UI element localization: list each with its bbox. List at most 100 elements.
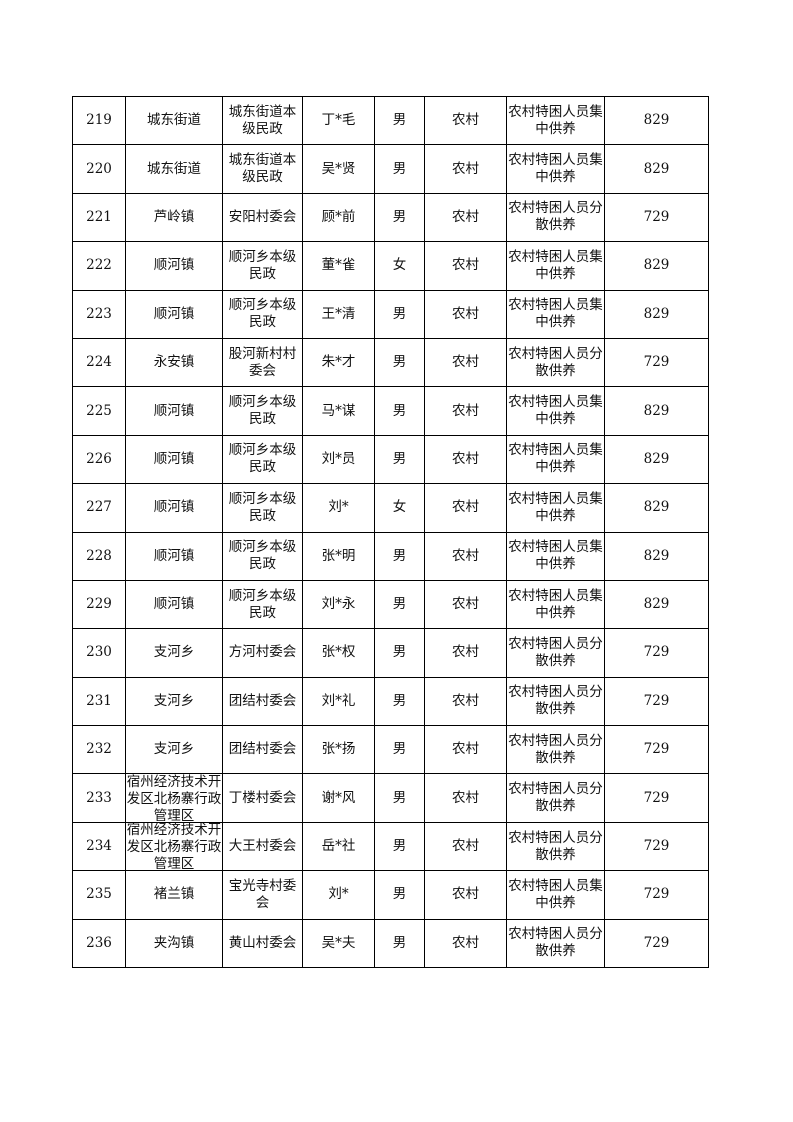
cell-area: 农村 bbox=[424, 95, 507, 146]
cell-amount: 829 bbox=[604, 531, 709, 581]
gender-text: 男 bbox=[392, 838, 407, 855]
unit-text: 顺河乡本级民政 bbox=[228, 297, 297, 331]
relief-recipients-table: 219 城东街道 城东街道本级民政 丁*毛男农村 农村特困人员集中供养 829 220 城东街… bbox=[72, 95, 709, 969]
cell-category: 农村特困人员集中供养 bbox=[506, 579, 605, 630]
area-text: 农村 bbox=[452, 208, 479, 225]
cell-unit: 顺河乡本级民政 bbox=[222, 579, 303, 630]
cell-no: 228 bbox=[72, 531, 126, 581]
gender-text: 男 bbox=[392, 354, 407, 371]
township-text: 夹沟镇 bbox=[153, 934, 195, 951]
cell-area: 农村 bbox=[424, 579, 507, 630]
cell-gender: 男 bbox=[374, 918, 425, 969]
name-text: 刘* bbox=[328, 886, 349, 903]
no-text: 228 bbox=[86, 547, 112, 564]
unit-text: 丁楼村委会 bbox=[228, 789, 297, 806]
cell-area: 农村 bbox=[424, 628, 507, 678]
area-text: 农村 bbox=[452, 402, 479, 419]
name-text: 张*扬 bbox=[321, 741, 356, 758]
cell-area: 农村 bbox=[424, 289, 507, 339]
cell-unit: 顺河乡本级民政 bbox=[222, 434, 303, 485]
unit-text: 顺河乡本级民政 bbox=[228, 587, 297, 621]
cell-township: 顺河镇 bbox=[125, 579, 223, 630]
no-text: 219 bbox=[86, 112, 112, 129]
cell-gender: 男 bbox=[374, 144, 425, 194]
gender-text: 男 bbox=[392, 692, 407, 709]
cell-township: 城东街道 bbox=[125, 95, 223, 146]
category-text: 农村特困人员集中供养 bbox=[508, 877, 603, 911]
gender-text: 男 bbox=[392, 112, 407, 129]
cell-amount: 829 bbox=[604, 241, 709, 291]
amount-text: 829 bbox=[643, 596, 670, 613]
amount-text: 829 bbox=[643, 257, 670, 274]
cell-amount: 829 bbox=[604, 144, 709, 194]
category-text: 农村特困人员集中供养 bbox=[508, 490, 603, 524]
cell-category: 农村特困人员集中供养 bbox=[506, 434, 605, 485]
cell-name: 张*扬 bbox=[302, 725, 375, 775]
table-row: 219 城东街道 城东街道本级民政 丁*毛 男 农村 农村特困人员集中供养 829 bbox=[72, 95, 709, 146]
cell-category: 农村特困人员分散供养 bbox=[506, 821, 605, 872]
unit-text: 顺河乡本级民政 bbox=[228, 490, 297, 524]
cell-area: 农村 bbox=[424, 821, 507, 872]
table-row: 233 宿州经济技术开发区北杨寨行政管理区 丁楼村委会 谢*风 男 农村 农村特困人员分散供… bbox=[72, 773, 709, 823]
cell-category: 农村特困人员分散供养 bbox=[506, 725, 605, 775]
area-text: 农村 bbox=[452, 450, 479, 467]
area-text: 农村 bbox=[452, 789, 479, 806]
cell-gender: 女 bbox=[374, 241, 425, 291]
cell-category: 农村特困人员集中供养 bbox=[506, 531, 605, 581]
cell-name: 张*权 bbox=[302, 628, 375, 678]
cell-amount: 729 bbox=[604, 337, 709, 388]
cell-area: 农村 bbox=[424, 483, 507, 533]
area-text: 农村 bbox=[452, 305, 479, 322]
unit-text: 股河新村村委会 bbox=[228, 345, 297, 379]
amount-text: 729 bbox=[643, 354, 670, 371]
no-text: 224 bbox=[86, 354, 112, 371]
cell-gender: 女 bbox=[374, 483, 425, 533]
gender-text: 男 bbox=[392, 934, 407, 951]
township-text: 顺河镇 bbox=[153, 305, 195, 322]
amount-text: 729 bbox=[643, 789, 670, 806]
cell-unit: 股河新村村委会 bbox=[222, 337, 303, 388]
area-text: 农村 bbox=[452, 644, 479, 661]
cell-name: 刘*永 bbox=[302, 579, 375, 630]
category-text: 农村特困人员集中供养 bbox=[508, 587, 603, 621]
cell-township: 顺河镇 bbox=[125, 289, 223, 339]
unit-text: 顺河乡本级民政 bbox=[228, 248, 297, 282]
table-row: 221 芦岭镇 安阳村委会 顾*前 男 农村 农村特困人员分散供养 729 bbox=[72, 192, 709, 243]
cell-name: 吴*贤 bbox=[302, 144, 375, 194]
category-text: 农村特困人员集中供养 bbox=[508, 248, 603, 282]
cell-area: 农村 bbox=[424, 918, 507, 969]
gender-text: 男 bbox=[392, 886, 407, 903]
amount-text: 729 bbox=[643, 838, 670, 855]
township-text: 顺河镇 bbox=[153, 547, 195, 564]
gender-text: 男 bbox=[392, 305, 407, 322]
table-row: 230 支河乡 方河村委会 张*权 男 农村 农村特困人员分散供养 729 bbox=[72, 628, 709, 678]
cell-amount: 729 bbox=[604, 725, 709, 775]
cell-area: 农村 bbox=[424, 676, 507, 727]
no-text: 225 bbox=[86, 402, 112, 419]
cell-township: 支河乡 bbox=[125, 676, 223, 727]
cell-township: 芦岭镇 bbox=[125, 192, 223, 243]
cell-category: 农村特困人员集中供养 bbox=[506, 870, 605, 920]
cell-no: 223 bbox=[72, 289, 126, 339]
area-text: 农村 bbox=[452, 934, 479, 951]
cell-amount: 829 bbox=[604, 386, 709, 436]
cell-unit: 城东街道本级民政 bbox=[222, 95, 303, 146]
unit-text: 方河村委会 bbox=[228, 644, 297, 661]
cell-name: 张*明 bbox=[302, 531, 375, 581]
cell-gender: 男 bbox=[374, 337, 425, 388]
name-text: 刘*永 bbox=[321, 596, 356, 613]
cell-no: 230 bbox=[72, 628, 126, 678]
amount-text: 829 bbox=[643, 112, 670, 129]
unit-text: 顺河乡本级民政 bbox=[228, 394, 297, 428]
cell-name: 谢*风 bbox=[302, 773, 375, 823]
category-text: 农村特困人员集中供养 bbox=[508, 103, 603, 137]
name-text: 顾*前 bbox=[321, 208, 356, 225]
cell-area: 农村 bbox=[424, 386, 507, 436]
cell-township: 宿州经济技术开发区北杨寨行政管理区 bbox=[125, 821, 223, 872]
cell-no: 226 bbox=[72, 434, 126, 485]
table-row: 225 顺河镇 顺河乡本级民政 马*谋 男 农村 农村特困人员集中供养 829 bbox=[72, 386, 709, 436]
amount-text: 829 bbox=[643, 305, 670, 322]
unit-text: 黄山村委会 bbox=[228, 934, 297, 951]
gender-text: 女 bbox=[392, 257, 407, 274]
cell-unit: 顺河乡本级民政 bbox=[222, 386, 303, 436]
